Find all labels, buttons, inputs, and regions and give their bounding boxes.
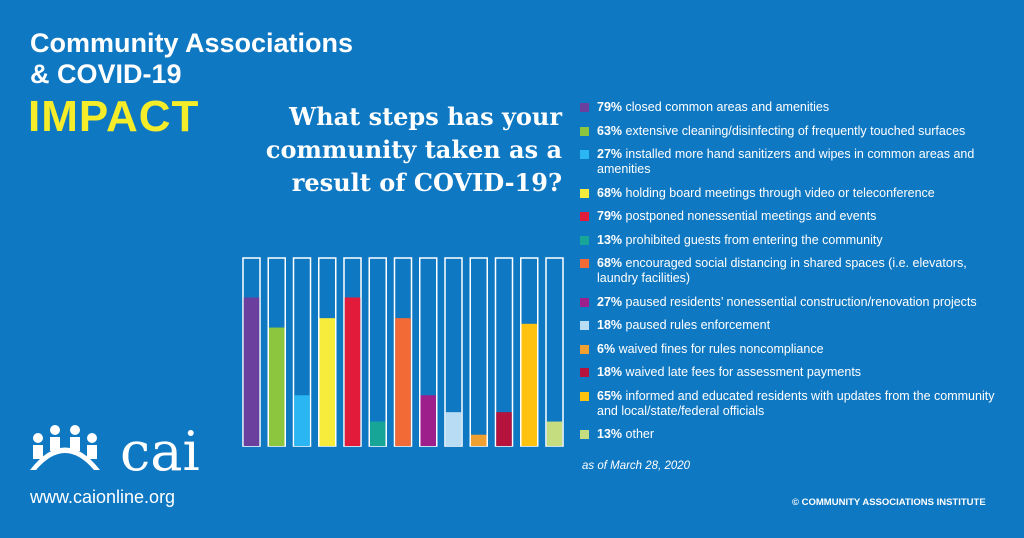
legend-swatch [580, 126, 589, 136]
legend-swatch [580, 368, 589, 377]
note: as of March 28, 2020 [582, 460, 691, 472]
legend-swatch [580, 430, 589, 439]
bar [319, 318, 335, 446]
legend-item: 13% other [580, 427, 1010, 442]
value-label: 79% [597, 100, 623, 114]
legend-swatch [580, 259, 589, 268]
question-line: result of COVID-19? [291, 168, 562, 197]
bar [243, 297, 260, 446]
category-label: paused rules enforcement [625, 318, 771, 332]
legend-item: 13% prohibited guests from entering the … [580, 233, 1010, 248]
bar [344, 297, 361, 446]
legend-swatch [580, 235, 589, 245]
question-line: community taken as a [265, 135, 562, 164]
category-label: holding board meetings through video or … [625, 185, 935, 200]
category-label: other [625, 427, 655, 441]
legend-item: 27% paused residents’ nonessential const… [580, 295, 1010, 310]
title-line: & COVID-19 [30, 59, 182, 89]
legend-item: 18% waived late fees for assessment paym… [580, 365, 1010, 380]
title-line: Community Associations [30, 28, 354, 58]
legend-swatch [580, 321, 589, 330]
url: www.caionline.org [30, 487, 176, 507]
legend-item: 68% encouraged social distancing in shar… [580, 256, 1010, 286]
bar [471, 434, 487, 446]
legend-item: 63% extensive cleaning/disinfecting of f… [580, 124, 1010, 139]
legend-item: 27% installed more hand sanitizers and w… [580, 147, 1010, 177]
value-label: 18% [597, 318, 623, 332]
bar-outline [545, 257, 564, 447]
legend-swatch [580, 212, 589, 221]
bar [395, 318, 411, 446]
category-label: encouraged social distancing in shared s… [597, 256, 967, 285]
category-label: closed common areas and amenities [625, 100, 830, 114]
headline: IMPACT [28, 92, 200, 141]
question: What steps has your community taken as a… [266, 100, 562, 199]
bar [496, 412, 512, 446]
value-label: 79% [597, 209, 623, 223]
legend-swatch [580, 297, 589, 307]
value-label: 27% [597, 147, 623, 161]
category-label: waived late fees for assessment payments [625, 365, 862, 379]
category-label: extensive cleaning/disinfecting of frequ… [625, 123, 966, 138]
value-label: 18% [597, 365, 623, 379]
value-label: 68% [597, 256, 623, 270]
bar-outline [469, 257, 488, 447]
legend-item: 65% informed and educated residents with… [580, 389, 1010, 419]
bar [420, 395, 436, 446]
legend-swatch [580, 188, 589, 198]
value-label: 13% [597, 427, 623, 441]
category-label: postponed nonessential meetings and even… [625, 209, 877, 223]
legend-swatch [580, 150, 589, 159]
bar [546, 421, 563, 446]
bar [370, 421, 386, 446]
category-label: prohibited guests from entering the comm… [625, 232, 883, 247]
legend: 79% closed common areas and amenities 63%… [580, 100, 1010, 451]
bar [294, 395, 310, 446]
value-label: 68% [597, 185, 623, 200]
category-label: informed and educated residents with upd… [597, 388, 995, 418]
legend-item: 18% paused rules enforcement [580, 318, 1010, 333]
category-label: paused residents’ nonessential construct… [625, 294, 977, 309]
legend-item: 79% closed common areas and amenities [580, 100, 1010, 115]
legend-item: 79% postponed nonessential meetings and … [580, 209, 1010, 224]
bar-outline [368, 257, 387, 447]
value-label: 65% [597, 388, 623, 403]
logo-figures [30, 425, 100, 470]
legend-swatch [580, 391, 589, 401]
legend-item: 68% holding board meetings through video… [580, 186, 1010, 201]
legend-item: 6% waived fines for rules noncompliance [580, 342, 1010, 357]
copyright: © COMMUNITY ASSOCIATIONS INSTITUTE [792, 497, 986, 508]
title: Community Associations & COVID-19 [30, 28, 353, 90]
question-line: What steps has your [289, 102, 562, 131]
value-label: 13% [597, 232, 623, 247]
logo-text: cai [120, 420, 200, 483]
bar [445, 412, 462, 446]
category-label: installed more hand sanitizers and wipes… [597, 147, 975, 176]
value-label: 63% [597, 123, 623, 138]
legend-swatch [580, 103, 589, 112]
value-label: 27% [597, 294, 623, 309]
legend-swatch [580, 344, 589, 354]
value-label: 6% [597, 341, 616, 356]
category-label: waived fines for rules noncompliance [618, 341, 824, 356]
bar [521, 323, 537, 446]
bar [269, 327, 285, 446]
